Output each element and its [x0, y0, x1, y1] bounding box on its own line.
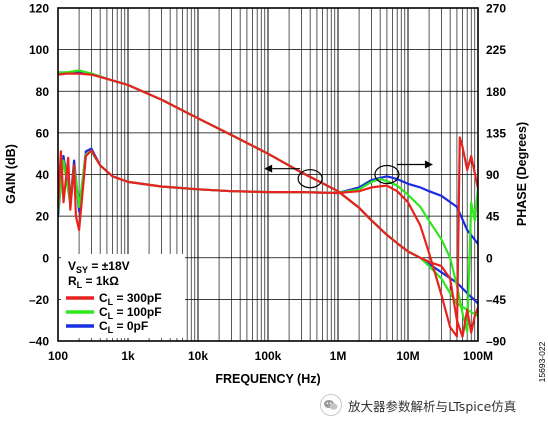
watermark: 放大器参数解析与LTspice仿真 — [320, 393, 542, 417]
x-tick-label: 1M — [330, 349, 347, 363]
y-left-tick-label: 80 — [36, 85, 50, 99]
y-left-tick-label: 0 — [42, 251, 49, 265]
right-tick-labels: –90 –45 0 45 90 135 180 225 270 — [486, 2, 506, 349]
y-right-tick-label: 270 — [486, 2, 506, 16]
y-left-tick-label: –20 — [29, 293, 49, 307]
x-tick-label: 100k — [255, 349, 282, 363]
legend-box — [61, 254, 185, 338]
y-left-tick-label: 120 — [29, 2, 49, 16]
y-right-tick-label: 90 — [486, 168, 500, 182]
y-right-tick-label: –45 — [486, 293, 506, 307]
plot-frame — [57, 7, 479, 342]
annotation-group — [264, 160, 433, 189]
y-right-tick-label: 45 — [486, 210, 500, 224]
legend-entry-label: CL = 0pF — [99, 319, 148, 335]
annotation-ellipse — [374, 164, 400, 185]
y-right-axis-title: PHASE (Degrees) — [515, 122, 529, 226]
left-tick-labels: –40 –20 0 20 40 60 80 100 120 — [29, 2, 49, 349]
y-right-tick-label: 180 — [486, 85, 506, 99]
annotation-ellipse — [297, 169, 323, 189]
x-axis-title: FREQUENCY (Hz) — [215, 372, 320, 386]
x-tick-label: 10M — [396, 349, 419, 363]
legend-condition: RL = 1kΩ — [68, 274, 119, 290]
legend-entry-label: CL = 300pF — [99, 291, 162, 307]
x-tick-label: 10k — [188, 349, 208, 363]
y-right-tick-label: 0 — [486, 251, 493, 265]
legend-entry-label: CL = 100pF — [99, 305, 162, 321]
y-left-tick-label: 20 — [36, 210, 50, 224]
y-right-tick-label: –90 — [486, 335, 506, 349]
y-right-tick-label: 225 — [486, 43, 506, 57]
series-line — [58, 136, 478, 338]
y-left-tick-label: 60 — [36, 126, 50, 140]
series-line — [58, 72, 478, 338]
x-tick-label: 100 — [48, 349, 68, 363]
y-left-tick-label: 100 — [29, 43, 49, 57]
x-tick-labels: 100 1k 10k 100k 1M 10M 100M — [48, 349, 493, 363]
watermark-text: 放大器参数解析与LTspice仿真 — [348, 398, 517, 414]
y-left-tick-label: –40 — [29, 335, 49, 349]
x-tick-label: 1k — [121, 349, 135, 363]
legend-condition: VSY = ±18V — [68, 259, 130, 275]
annotation-arrowhead — [424, 160, 433, 169]
y-left-tick-label: 40 — [36, 168, 50, 182]
wechat-logo-icon — [320, 394, 342, 416]
figure-id: 15693-022 — [537, 341, 547, 382]
series-group — [58, 69, 478, 338]
x-tick-label: 100M — [463, 349, 493, 363]
y-left-axis-title: GAIN (dB) — [4, 144, 18, 204]
annotation-arrowhead — [264, 164, 273, 173]
y-right-tick-label: 135 — [486, 126, 506, 140]
